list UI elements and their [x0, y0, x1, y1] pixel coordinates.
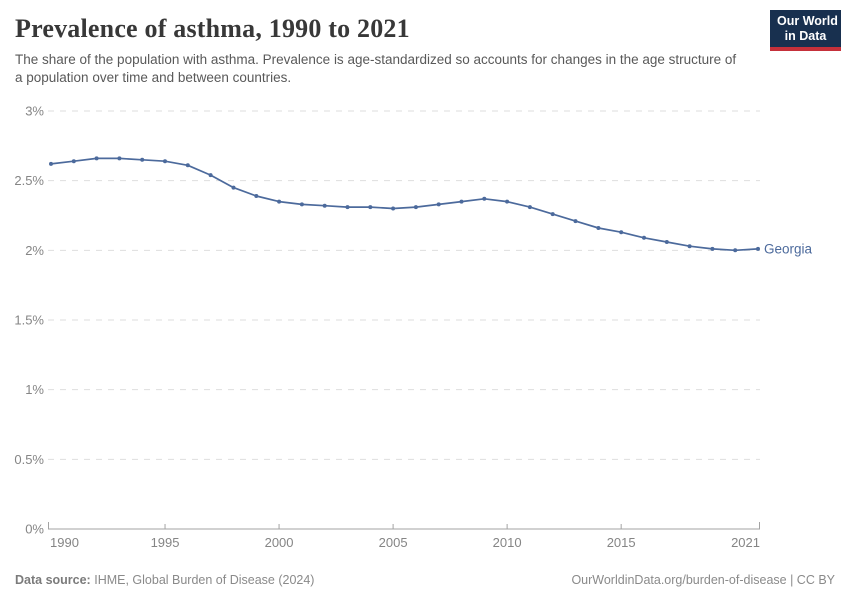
data-point	[436, 202, 441, 207]
data-point	[733, 248, 738, 253]
y-axis-tick-label: 0%	[25, 522, 44, 537]
series-line	[50, 157, 759, 252]
x-axis-tick-label: 2000	[265, 535, 294, 550]
x-axis-tick-label: 1990	[50, 535, 79, 550]
data-point	[573, 219, 578, 224]
data-source-label: Data source:	[15, 573, 91, 587]
data-point	[482, 196, 487, 201]
data-point	[391, 206, 396, 211]
data-point	[527, 205, 532, 210]
data-point	[687, 244, 692, 249]
data-point	[664, 240, 669, 244]
chart-footer: Data source: IHME, Global Burden of Dise…	[15, 573, 835, 587]
data-point	[710, 246, 715, 251]
license-note: OurWorldinData.org/burden-of-disease | C…	[571, 573, 835, 587]
data-point	[550, 212, 555, 217]
x-axis-tick-label: 2005	[379, 535, 408, 550]
x-axis-tick-label: 2010	[493, 535, 522, 550]
data-point	[596, 226, 601, 230]
data-point	[459, 199, 464, 204]
chart-title: Prevalence of asthma, 1990 to 2021	[15, 14, 410, 43]
data-point	[117, 156, 122, 161]
y-axis-tick-label: 1%	[25, 382, 44, 397]
data-point	[185, 163, 190, 168]
data-point	[368, 205, 373, 210]
data-point	[277, 199, 282, 204]
data-point	[505, 199, 510, 204]
x-axis-tick-label: 2015	[607, 535, 636, 550]
data-point	[94, 156, 99, 161]
data-point	[345, 205, 350, 210]
owid-logo-text-line2: in Data	[784, 29, 827, 43]
data-point	[299, 202, 304, 207]
data-point	[642, 235, 646, 240]
data-source-text: IHME, Global Burden of Disease (2024)	[94, 573, 315, 587]
data-point	[208, 173, 213, 178]
data-point	[49, 161, 53, 166]
data-point	[322, 203, 327, 208]
y-axis-tick-label: 2%	[25, 243, 44, 258]
x-axis-tick-label: 1995	[151, 535, 180, 550]
series-label: Georgia	[764, 241, 813, 256]
data-point	[619, 230, 624, 235]
data-point	[254, 194, 259, 198]
data-point	[413, 205, 418, 210]
data-point	[231, 185, 236, 190]
owid-logo: Our World in Data	[770, 10, 841, 51]
y-axis-tick-label: 3%	[25, 104, 44, 119]
data-point	[163, 159, 167, 164]
x-axis-tick-label: 2021	[731, 535, 760, 550]
y-axis-tick-label: 1.5%	[14, 313, 44, 328]
line-chart-canvas: 0% 0.5% 1% 1.5% 2% 2.5% 3% 1990 1995 2000 2005 2010…	[14, 104, 813, 551]
y-axis-tick-label: 2.5%	[14, 173, 44, 188]
chart-subtitle: The share of the population with asthma.…	[15, 52, 737, 85]
data-point	[140, 157, 145, 162]
data-point	[71, 159, 76, 164]
owid-logo-text-line1: Our World	[777, 14, 838, 28]
data-point	[756, 246, 760, 251]
y-axis-tick-label: 0.5%	[14, 452, 44, 467]
data-source-note: Data source: IHME, Global Burden of Dise…	[15, 573, 314, 587]
